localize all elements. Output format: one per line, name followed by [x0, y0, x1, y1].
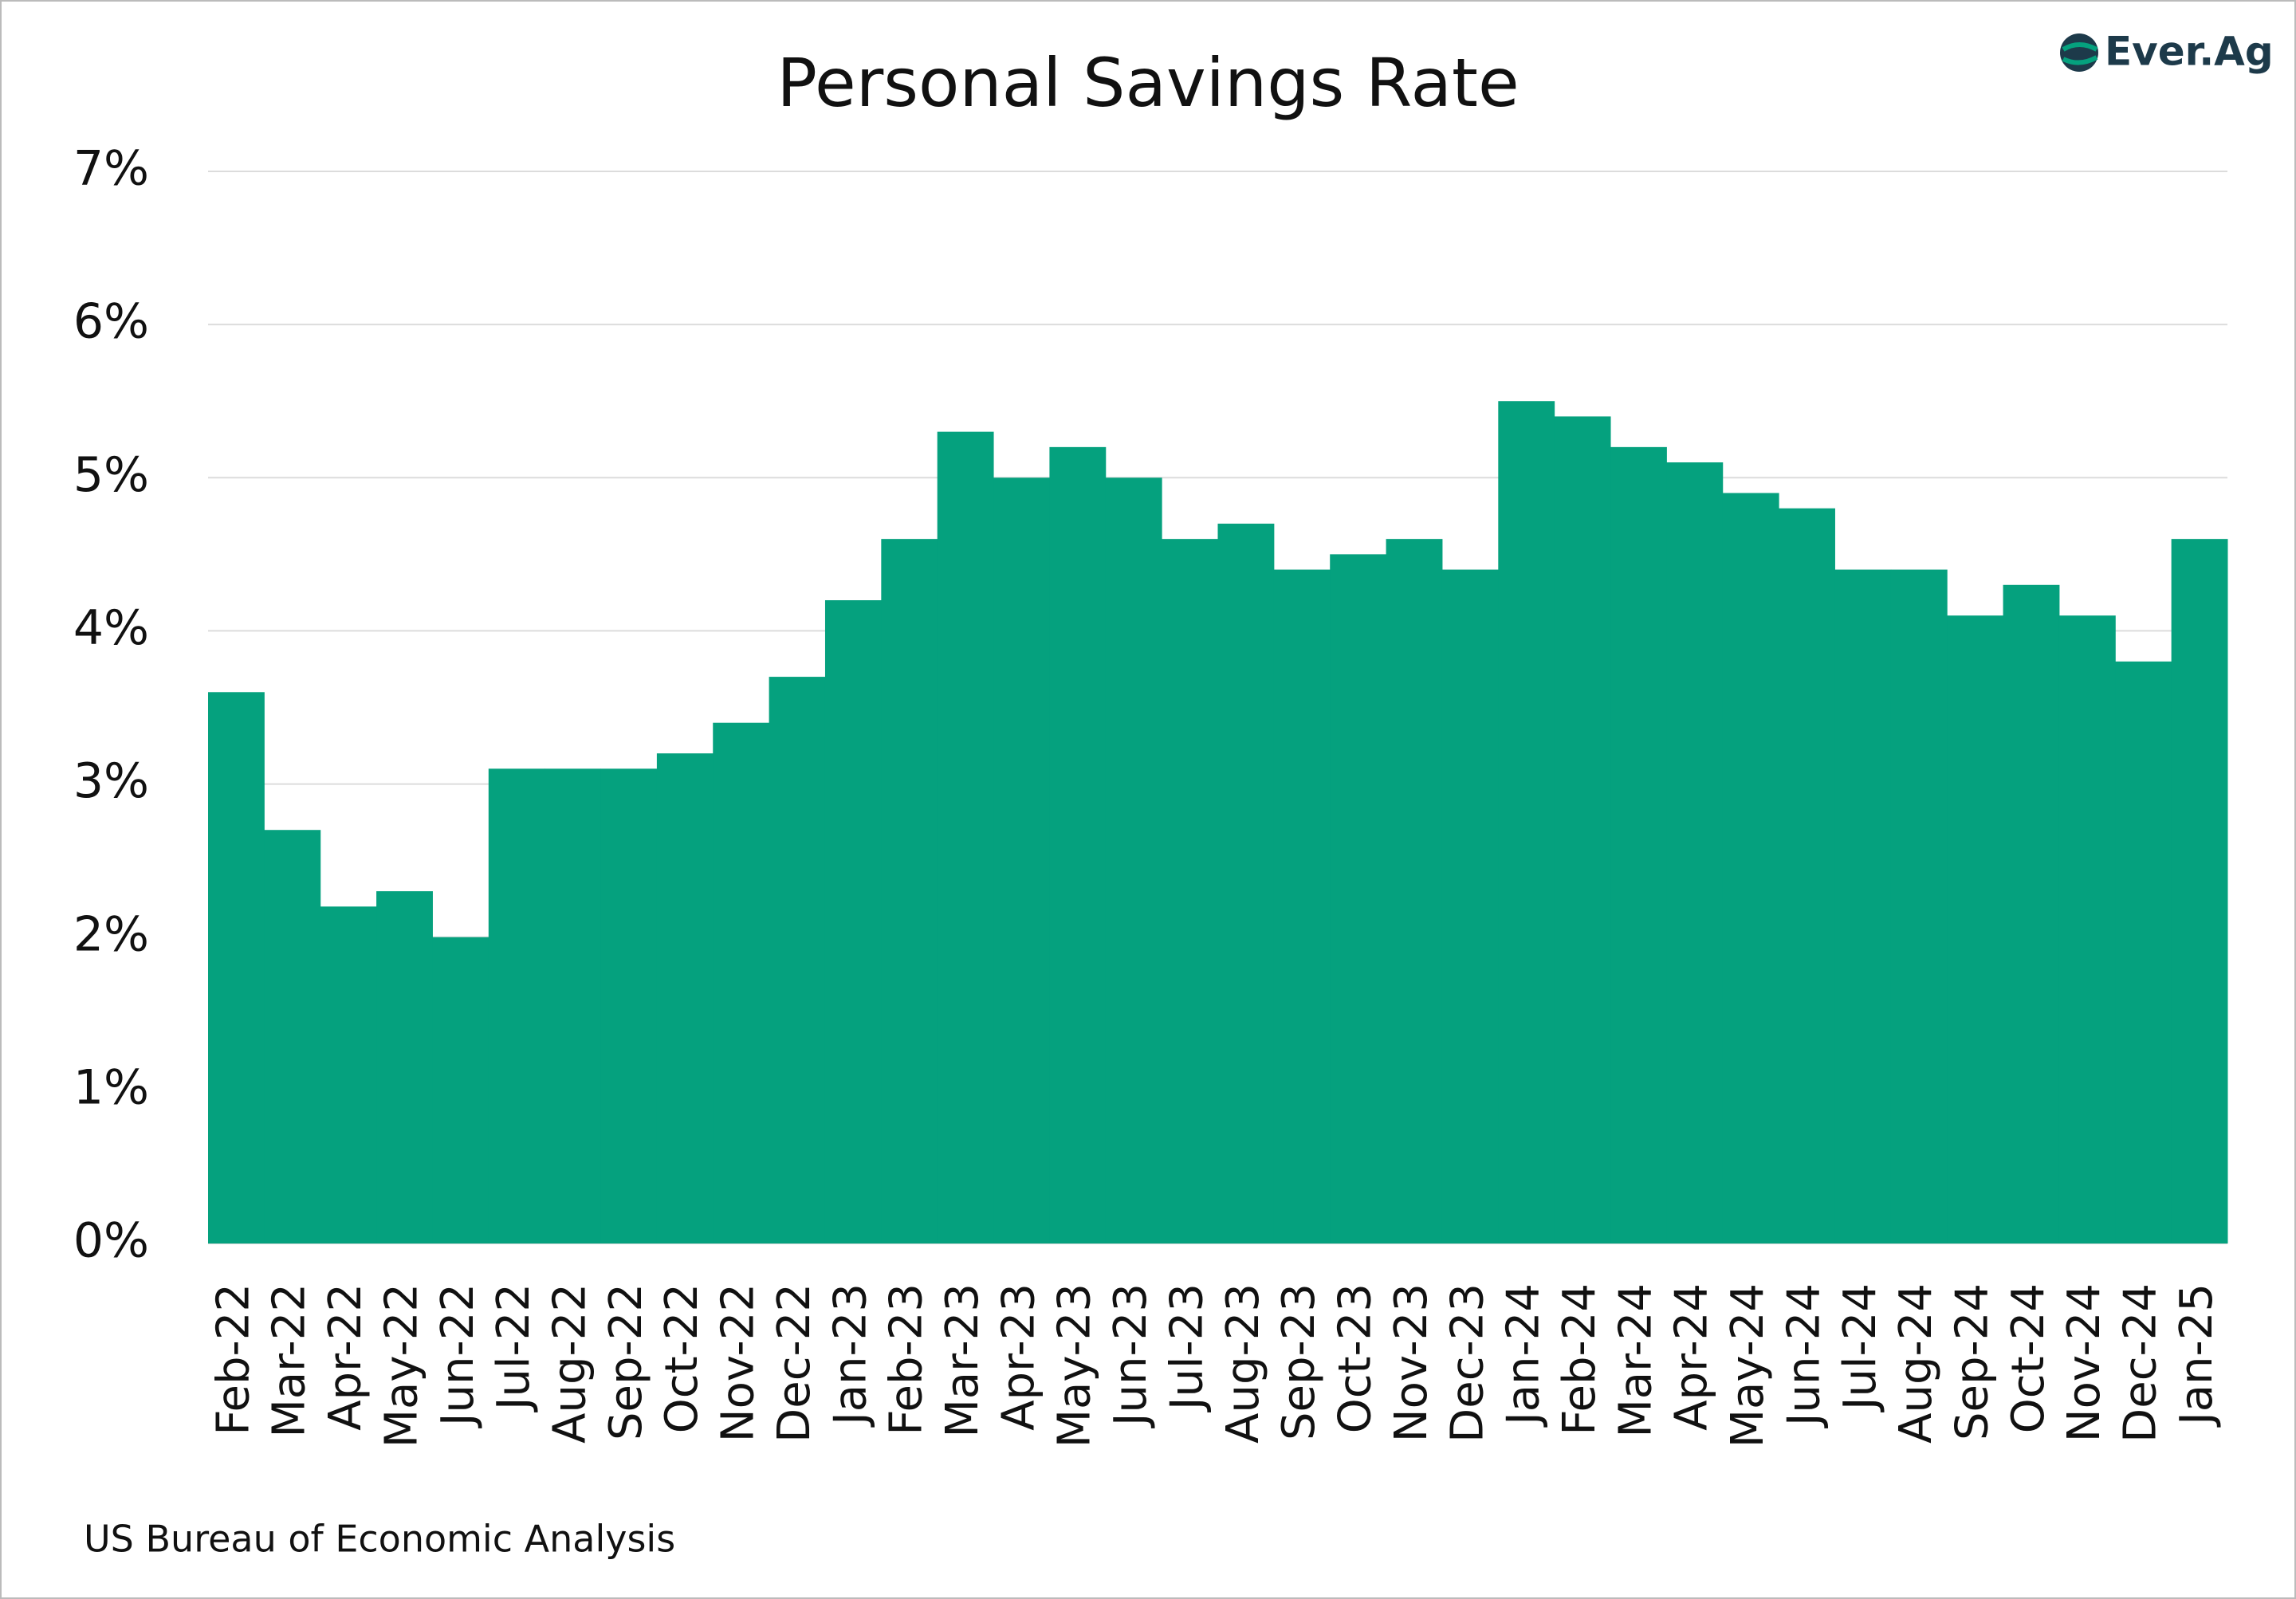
x-tick-label: Aug-24: [1890, 1283, 1942, 1444]
bar: [1834, 569, 1892, 1243]
y-tick-label: 2%: [73, 906, 149, 962]
x-tick-label: May-22: [375, 1283, 427, 1448]
bar: [1330, 554, 1387, 1243]
x-tick-label: Dec-23: [1441, 1283, 1493, 1443]
bar: [208, 692, 265, 1243]
x-tick-label: Nov-23: [1386, 1283, 1437, 1442]
x-tick-label: Feb-22: [207, 1283, 259, 1436]
bar: [1554, 416, 1611, 1243]
logo-icon: [2060, 33, 2098, 72]
x-tick-label: Aug-22: [544, 1283, 596, 1444]
bar: [432, 937, 489, 1243]
y-tick-label: 7%: [73, 141, 149, 197]
bar: [1386, 539, 1443, 1243]
x-tick-label: May-24: [1722, 1283, 1774, 1448]
x-tick-label: Apr-23: [993, 1283, 1044, 1431]
bar: [2115, 661, 2172, 1243]
x-tick-label: Mar-23: [937, 1283, 989, 1438]
bar: [545, 768, 602, 1243]
x-tick-label: Oct-22: [656, 1283, 708, 1433]
bar: [1947, 615, 2004, 1243]
x-tick-label: Jul-22: [488, 1283, 540, 1412]
bar: [1666, 462, 1724, 1243]
bar: [769, 677, 826, 1243]
y-tick-label: 4%: [73, 600, 149, 656]
source: US Bureau of Economic Analysis: [84, 1518, 675, 1561]
x-tick-label: Apr-24: [1666, 1283, 1718, 1431]
bar: [993, 477, 1050, 1243]
bar: [320, 906, 377, 1243]
x-tick-label: Jun-24: [1778, 1283, 1830, 1428]
x-tick-label: Sep-23: [1273, 1283, 1325, 1440]
y-tick-label: 6%: [73, 294, 149, 350]
bar: [824, 600, 882, 1243]
bar: [1610, 446, 1667, 1243]
bar: [1722, 493, 1779, 1243]
bar: [1441, 569, 1499, 1243]
bar: [376, 891, 433, 1243]
logo-swoosh: [2062, 42, 2098, 65]
x-tick-label: Jun-23: [1105, 1283, 1157, 1428]
bar: [1779, 508, 1835, 1243]
x-tick-label: Mar-24: [1610, 1283, 1661, 1438]
x-tick-label: Aug-23: [1217, 1283, 1269, 1444]
bar: [937, 431, 994, 1243]
bar: [488, 768, 545, 1243]
bar: [1890, 569, 1948, 1243]
x-tick-label: Sep-22: [600, 1283, 652, 1440]
x-tick-label: May-23: [1049, 1283, 1101, 1448]
bar: [881, 539, 938, 1243]
bar: [264, 830, 321, 1243]
x-tick-label: Dec-24: [2115, 1283, 2167, 1443]
x-tick-label: Dec-22: [769, 1283, 820, 1443]
bar: [1049, 446, 1107, 1243]
bar: [1105, 477, 1162, 1243]
x-tick-label: Oct-23: [1330, 1283, 1382, 1433]
x-tick-label: Sep-24: [1947, 1283, 1999, 1440]
x-tick-label: Jul-23: [1161, 1283, 1213, 1412]
bar: [600, 768, 658, 1243]
x-tick-label: Oct-24: [2003, 1283, 2054, 1433]
y-tick-label: 3%: [73, 753, 149, 809]
x-tick-label: Apr-22: [320, 1283, 372, 1431]
bar: [2003, 584, 2060, 1243]
bar: [2171, 539, 2228, 1243]
chart-title: Personal Savings Rate: [776, 44, 1519, 122]
bar: [1162, 539, 1218, 1243]
logo-text: Ever.Ag: [2105, 29, 2274, 75]
x-tick-label: Jun-22: [432, 1283, 484, 1428]
bar: [656, 753, 714, 1243]
bar: [1498, 401, 1555, 1243]
y-tick-label: 0%: [73, 1213, 149, 1269]
bar: [713, 722, 770, 1243]
bar: [2058, 615, 2116, 1243]
x-tick-label: Mar-22: [264, 1283, 316, 1438]
y-tick-label: 1%: [73, 1059, 149, 1115]
x-tick-label: Feb-24: [1554, 1283, 1606, 1436]
x-tick-label: Jan-24: [1498, 1283, 1550, 1428]
x-tick-label: Nov-24: [2058, 1283, 2110, 1442]
y-tick-label: 5%: [73, 447, 149, 503]
bar: [1217, 523, 1275, 1243]
x-tick-label: Jan-23: [824, 1283, 876, 1428]
x-tick-label: Feb-23: [881, 1283, 933, 1436]
x-tick-label: Jan-25: [2171, 1283, 2223, 1428]
x-tick-label: Nov-22: [713, 1283, 765, 1442]
x-tick-label: Jul-24: [1834, 1283, 1886, 1412]
bar: [1273, 569, 1331, 1243]
